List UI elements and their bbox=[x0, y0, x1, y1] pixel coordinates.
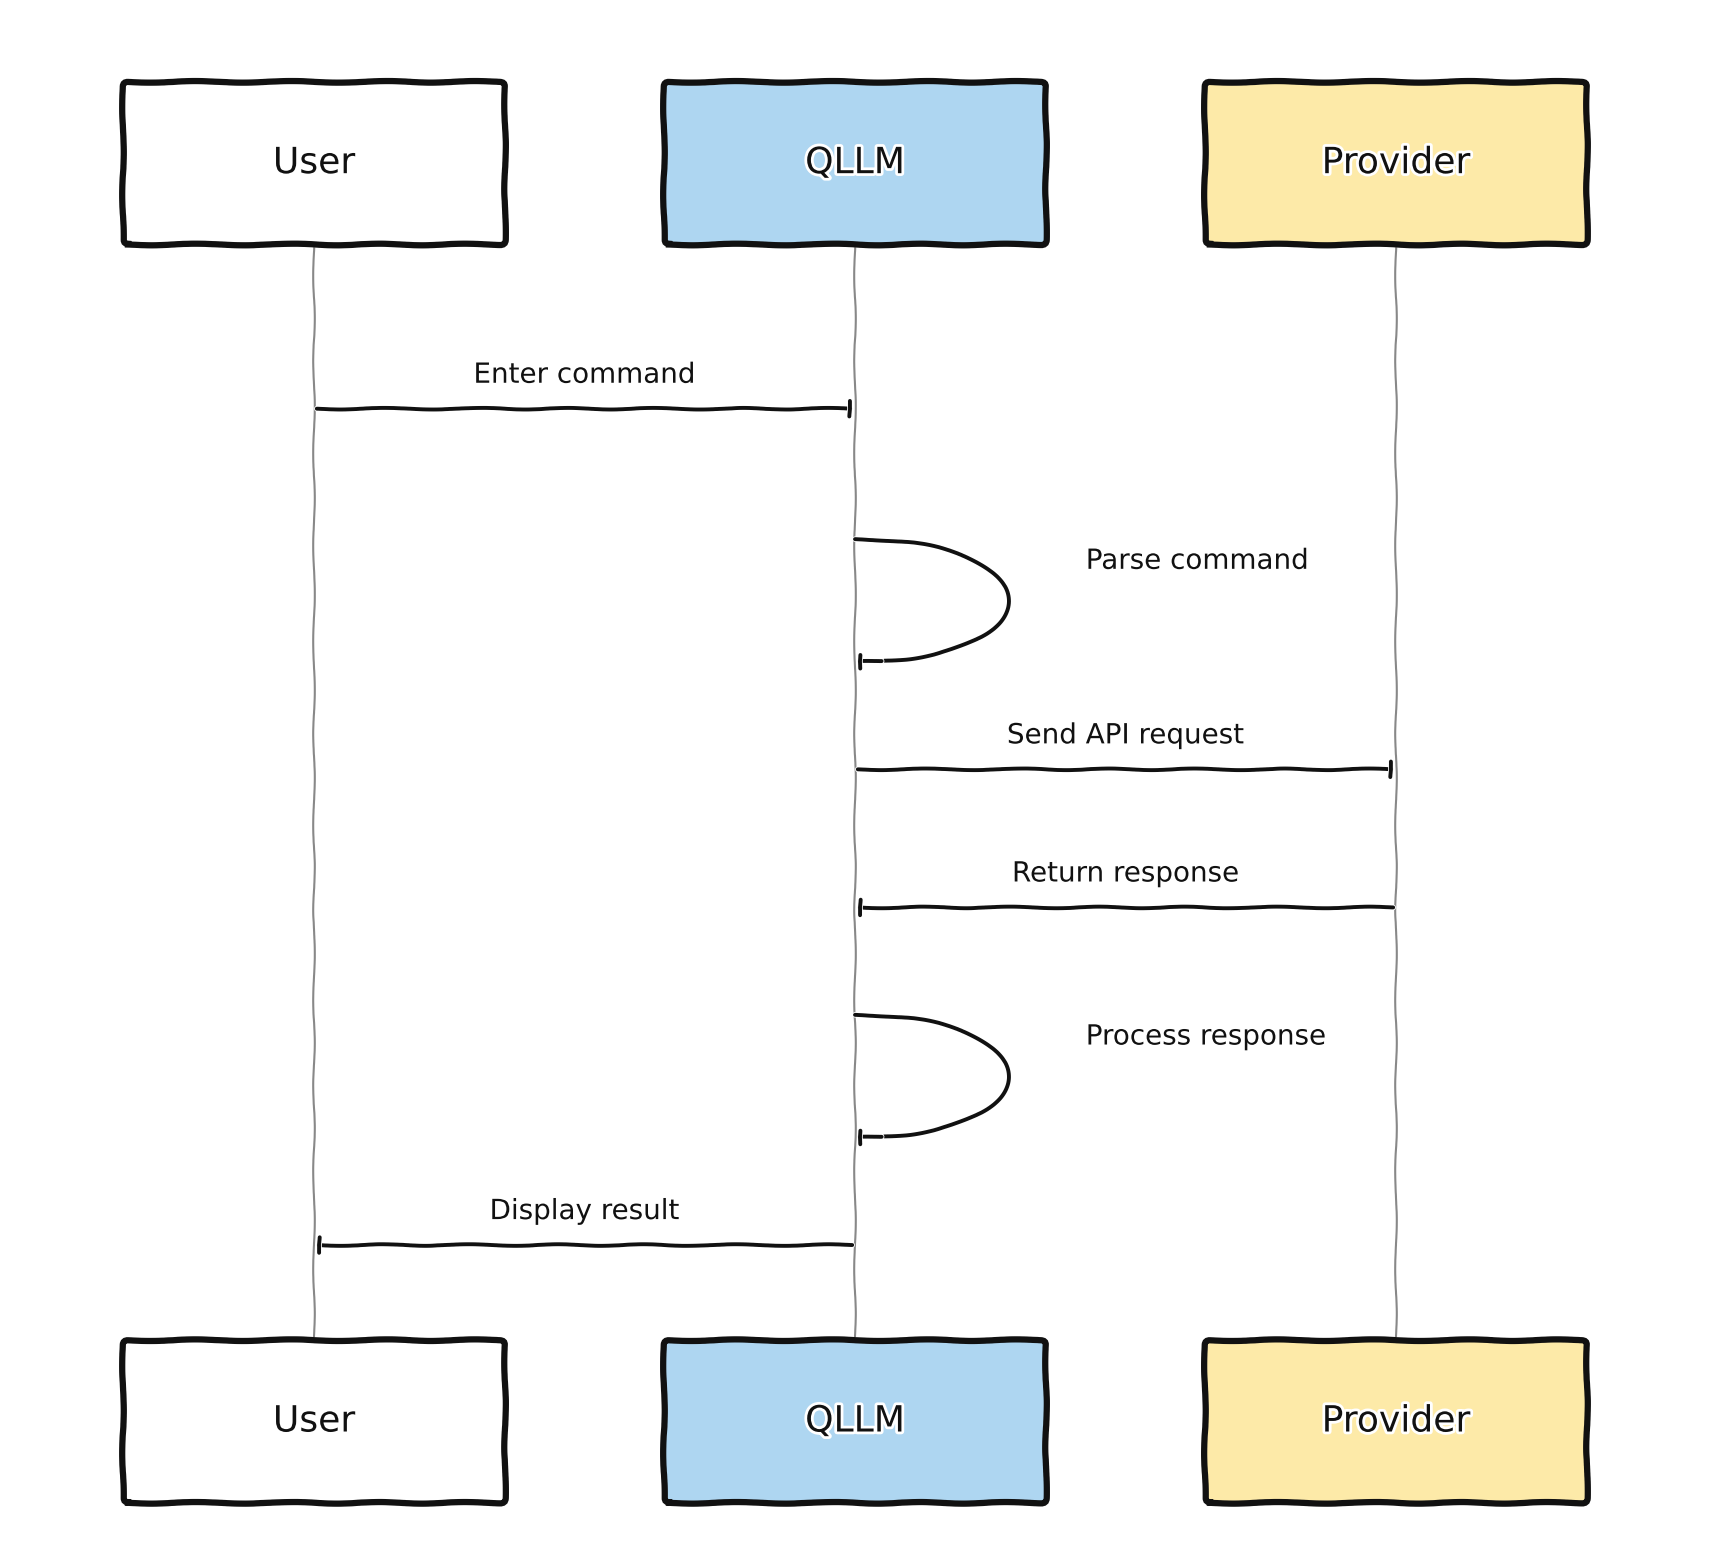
Text: Return response: Return response bbox=[1012, 859, 1240, 887]
Text: User: User bbox=[274, 1405, 356, 1439]
Text: QLLM: QLLM bbox=[805, 1405, 905, 1439]
Text: QLLM: QLLM bbox=[805, 146, 905, 180]
Text: Provider: Provider bbox=[1322, 146, 1471, 180]
Text: Parse command: Parse command bbox=[1086, 547, 1308, 575]
Text: User: User bbox=[274, 146, 356, 180]
FancyBboxPatch shape bbox=[1206, 1340, 1587, 1503]
Text: Display result: Display result bbox=[489, 1197, 679, 1225]
FancyBboxPatch shape bbox=[1206, 82, 1587, 244]
Text: Process response: Process response bbox=[1086, 1023, 1325, 1051]
Text: Send API request: Send API request bbox=[1007, 721, 1245, 749]
FancyBboxPatch shape bbox=[123, 82, 504, 244]
FancyBboxPatch shape bbox=[663, 82, 1047, 244]
Text: Provider: Provider bbox=[1322, 1405, 1471, 1439]
FancyBboxPatch shape bbox=[663, 1340, 1047, 1503]
Text: Enter command: Enter command bbox=[474, 361, 696, 388]
FancyBboxPatch shape bbox=[123, 1340, 504, 1503]
